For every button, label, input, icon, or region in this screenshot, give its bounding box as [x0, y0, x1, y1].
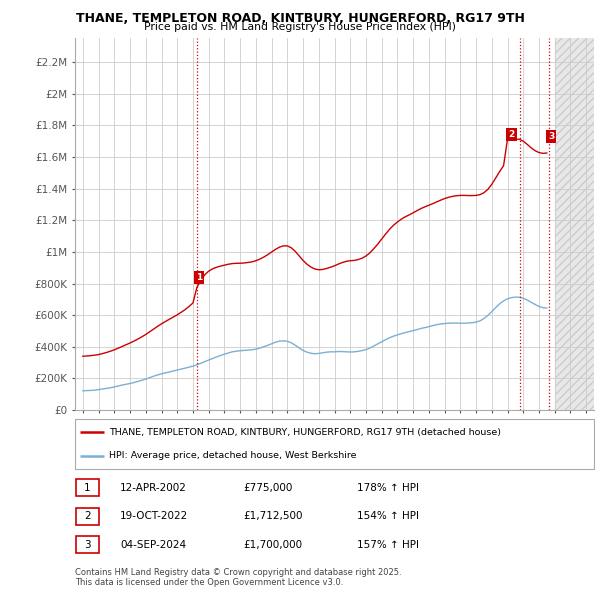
Text: Contains HM Land Registry data © Crown copyright and database right 2025.
This d: Contains HM Land Registry data © Crown c… [75, 568, 401, 587]
Text: THANE, TEMPLETON ROAD, KINTBURY, HUNGERFORD, RG17 9TH (detached house): THANE, TEMPLETON ROAD, KINTBURY, HUNGERF… [109, 428, 501, 437]
Text: 2: 2 [84, 512, 91, 521]
Text: 12-APR-2002: 12-APR-2002 [120, 483, 187, 493]
Text: HPI: Average price, detached house, West Berkshire: HPI: Average price, detached house, West… [109, 451, 356, 460]
Text: 04-SEP-2024: 04-SEP-2024 [120, 540, 186, 549]
Text: £775,000: £775,000 [243, 483, 292, 493]
Text: 178% ↑ HPI: 178% ↑ HPI [357, 483, 419, 493]
Text: 154% ↑ HPI: 154% ↑ HPI [357, 512, 419, 521]
Bar [554, 38, 594, 410]
Text: Price paid vs. HM Land Registry's House Price Index (HPI): Price paid vs. HM Land Registry's House … [144, 22, 456, 32]
Text: 2: 2 [508, 130, 515, 139]
Text: 157% ↑ HPI: 157% ↑ HPI [357, 540, 419, 549]
Text: 3: 3 [548, 132, 554, 141]
Text: £1,712,500: £1,712,500 [243, 512, 302, 521]
Text: 19-OCT-2022: 19-OCT-2022 [120, 512, 188, 521]
Text: 3: 3 [84, 540, 91, 549]
Text: 1: 1 [196, 274, 202, 283]
Text: £1,700,000: £1,700,000 [243, 540, 302, 549]
Bar [554, 38, 594, 410]
Text: 1: 1 [84, 483, 91, 493]
Text: THANE, TEMPLETON ROAD, KINTBURY, HUNGERFORD, RG17 9TH: THANE, TEMPLETON ROAD, KINTBURY, HUNGERF… [76, 12, 524, 25]
